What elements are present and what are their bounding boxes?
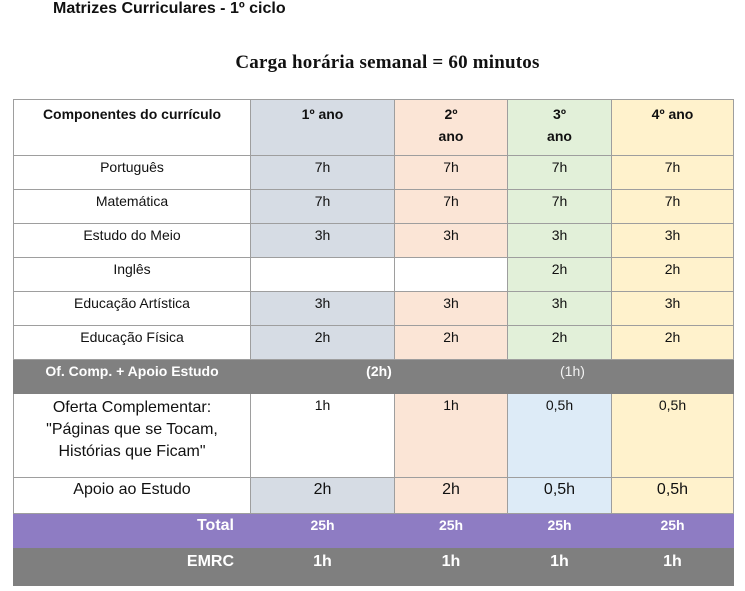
cell-year-4: 3h: [611, 291, 734, 326]
of-comp-label: Of. Comp. + Apoio Estudo: [13, 359, 251, 394]
total-year-4: 25h: [611, 513, 734, 548]
table-row: Educação Artística 3h 3h 3h 3h: [13, 291, 734, 326]
table-row: Matemática 7h 7h 7h 7h: [13, 189, 734, 224]
table-header-row: Componentes do currículo 1º ano 2º ano 3º…: [13, 99, 734, 156]
oferta-label-line2: "Páginas que se Tocam,: [46, 421, 218, 438]
cell-year-4: 2h: [611, 257, 734, 292]
apoio-label: Apoio ao Estudo: [13, 477, 251, 514]
cell-year-3: 7h: [507, 155, 612, 190]
table-row: Educação Física 2h 2h 2h 2h: [13, 325, 734, 360]
cell-year-2: 1h: [394, 393, 508, 478]
header-year-2-line2: ano: [438, 128, 464, 144]
emrc-year-2: 1h: [394, 547, 508, 586]
header-year-2: 2º ano: [394, 99, 508, 156]
cell-year-1: 2h: [250, 477, 395, 514]
emrc-year-1: 1h: [250, 547, 395, 586]
row-label: Português: [13, 155, 251, 190]
cell-year-4: 0,5h: [611, 477, 734, 514]
total-row: Total 25h 25h 25h 25h: [13, 513, 734, 548]
total-year-3: 25h: [507, 513, 612, 548]
total-label: Total: [13, 513, 251, 548]
cell-year-1: 7h: [250, 189, 395, 224]
header-year-3-line2: ano: [547, 128, 572, 144]
row-label: Inglês: [13, 257, 251, 292]
oferta-label-line1: Oferta Complementar:: [52, 399, 212, 416]
row-label: Estudo do Meio: [13, 223, 251, 258]
header-year-3-line1: 3º: [553, 106, 566, 122]
of-comp-years-1-2: (2h): [250, 359, 508, 394]
cell-year-2: 2h: [394, 477, 508, 514]
cell-year-1: 3h: [250, 223, 395, 258]
cell-year-2: 2h: [394, 325, 508, 360]
row-label: Educação Artística: [13, 291, 251, 326]
cell-year-1: 3h: [250, 291, 395, 326]
cell-year-2: 3h: [394, 291, 508, 326]
curriculum-table: Componentes do currículo 1º ano 2º ano 3º…: [13, 99, 734, 586]
cell-year-1: 7h: [250, 155, 395, 190]
cell-year-3: 3h: [507, 223, 612, 258]
header-year-2-line1: 2º: [444, 106, 458, 122]
cell-year-3: 2h: [507, 257, 612, 292]
oferta-label-line3: Histórias que Ficam": [58, 443, 206, 460]
of-comp-row: Of. Comp. + Apoio Estudo (2h) (1h): [13, 359, 734, 394]
cell-year-1: 2h: [250, 325, 395, 360]
row-label: Educação Física: [13, 325, 251, 360]
header-year-3: 3º ano: [507, 99, 612, 156]
table-row: Português 7h 7h 7h 7h: [13, 155, 734, 190]
header-year-4: 4º ano: [611, 99, 734, 156]
emrc-year-3: 1h: [507, 547, 612, 586]
apoio-row: Apoio ao Estudo 2h 2h 0,5h 0,5h: [13, 477, 734, 514]
cell-year-3: 7h: [507, 189, 612, 224]
cell-year-3: 0,5h: [507, 393, 612, 478]
cell-year-2: 7h: [394, 189, 508, 224]
total-year-2: 25h: [394, 513, 508, 548]
total-year-1: 25h: [250, 513, 395, 548]
cell-year-1: [250, 257, 395, 292]
header-year-1: 1º ano: [250, 99, 395, 156]
cell-year-4: 3h: [611, 223, 734, 258]
cell-year-3: 3h: [507, 291, 612, 326]
cell-year-2: [394, 257, 508, 292]
of-comp-years-3-4: (1h): [507, 359, 734, 394]
cell-year-1: 1h: [250, 393, 395, 478]
header-component: Componentes do currículo: [13, 99, 251, 156]
cell-year-2: 3h: [394, 223, 508, 258]
row-label: Matemática: [13, 189, 251, 224]
page-subtitle: Carga horária semanal = 60 minutos: [235, 52, 540, 73]
cell-year-4: 7h: [611, 155, 734, 190]
cell-year-2: 7h: [394, 155, 508, 190]
oferta-row: Oferta Complementar: "Páginas que se Toc…: [13, 393, 734, 478]
table-row: Estudo do Meio 3h 3h 3h 3h: [13, 223, 734, 258]
table-row: Inglês 2h 2h: [13, 257, 734, 292]
cell-year-3: 0,5h: [507, 477, 612, 514]
page-title: Matrizes Curriculares - 1º ciclo: [53, 0, 286, 17]
oferta-label: Oferta Complementar: "Páginas que se Toc…: [13, 393, 251, 478]
emrc-year-4: 1h: [611, 547, 734, 586]
cell-year-4: 2h: [611, 325, 734, 360]
emrc-row: EMRC 1h 1h 1h 1h: [13, 547, 734, 586]
emrc-label: EMRC: [13, 547, 251, 586]
cell-year-4: 7h: [611, 189, 734, 224]
cell-year-4: 0,5h: [611, 393, 734, 478]
cell-year-3: 2h: [507, 325, 612, 360]
